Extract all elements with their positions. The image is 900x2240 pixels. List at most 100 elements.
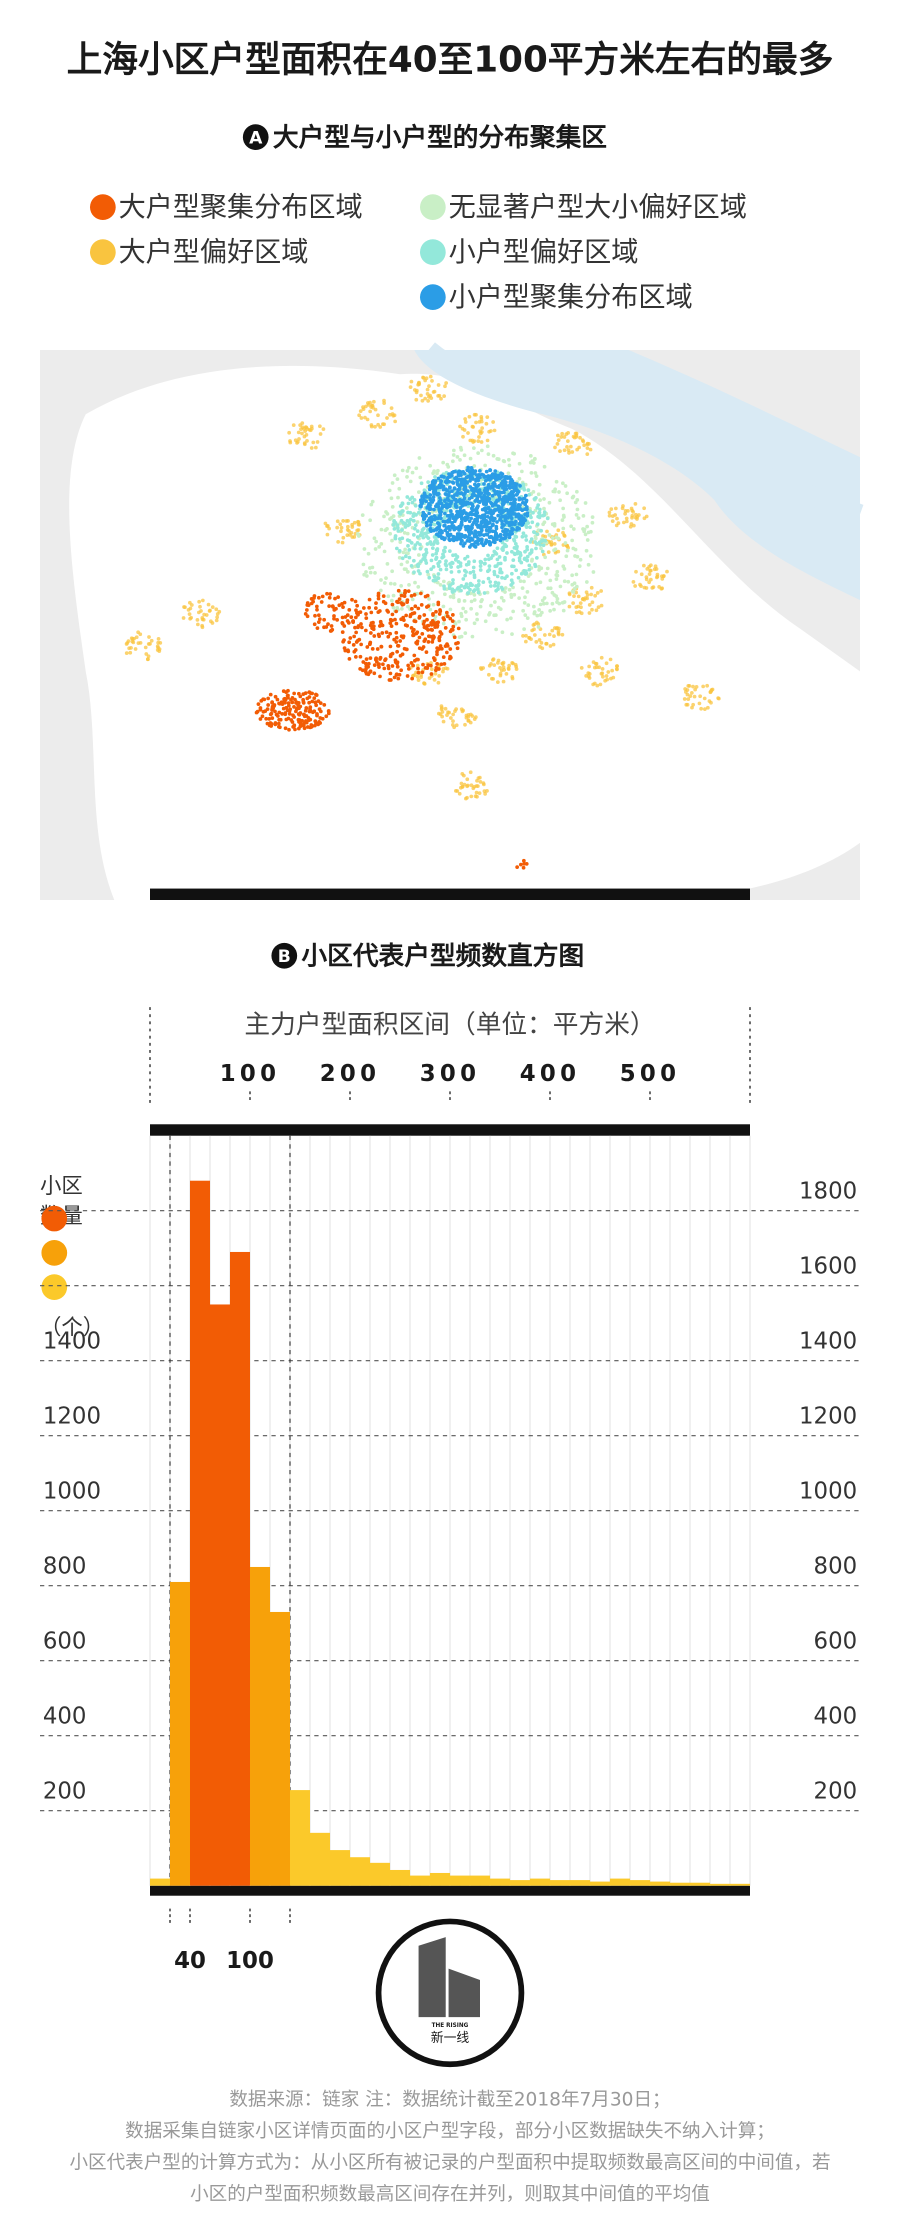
map-dot bbox=[478, 604, 483, 609]
map-dot bbox=[455, 515, 460, 519]
map-dot bbox=[286, 693, 290, 698]
map-dot bbox=[482, 482, 486, 486]
map-dot bbox=[370, 565, 375, 570]
map-dot bbox=[437, 638, 442, 643]
map-dot bbox=[414, 397, 419, 402]
map-dot bbox=[514, 542, 518, 546]
map-dot bbox=[488, 525, 493, 530]
map-dot bbox=[444, 563, 449, 568]
map-dot bbox=[127, 646, 131, 651]
map-dot bbox=[595, 683, 600, 688]
map-dot bbox=[599, 655, 604, 660]
map-dot bbox=[507, 535, 512, 540]
map-dot bbox=[560, 600, 565, 605]
map-dot bbox=[501, 598, 506, 603]
map-dot bbox=[200, 625, 205, 630]
map-dot bbox=[195, 618, 200, 622]
map-dot bbox=[215, 615, 219, 620]
y-tick-label: 800 bbox=[814, 1554, 858, 1580]
map-dot bbox=[422, 526, 426, 531]
map-dot bbox=[551, 642, 556, 647]
map-dot bbox=[327, 526, 331, 531]
map-dot bbox=[525, 590, 530, 594]
map-dot bbox=[188, 606, 193, 611]
map-dot bbox=[261, 697, 265, 702]
map-dot bbox=[537, 638, 542, 642]
map-dot bbox=[510, 661, 514, 665]
map-dot bbox=[499, 595, 504, 600]
map-dot bbox=[406, 604, 410, 609]
map-dot bbox=[483, 619, 488, 624]
map-dot bbox=[545, 566, 550, 571]
map-dot bbox=[444, 567, 449, 572]
map-dot bbox=[408, 517, 413, 522]
map-dot bbox=[469, 530, 474, 535]
map-dot bbox=[702, 696, 707, 701]
map-dot bbox=[473, 499, 478, 503]
map-dot bbox=[546, 550, 551, 554]
x-tick-label: 400 bbox=[520, 1061, 581, 1087]
map-dot bbox=[464, 617, 468, 622]
map-dot bbox=[392, 582, 397, 586]
map-dot bbox=[518, 579, 523, 583]
map-dot bbox=[539, 641, 544, 645]
map-dot bbox=[425, 605, 429, 609]
map-dot bbox=[479, 532, 483, 537]
map-dot bbox=[332, 616, 336, 621]
map-dot bbox=[446, 614, 450, 619]
map-dot bbox=[464, 582, 469, 586]
legend-dot bbox=[420, 194, 446, 220]
map-dot bbox=[444, 381, 448, 385]
map-dot bbox=[462, 599, 467, 603]
map-dot bbox=[460, 477, 465, 482]
map-dot bbox=[443, 545, 448, 550]
map-dot bbox=[364, 404, 368, 409]
map-dot bbox=[323, 521, 328, 526]
map-dot bbox=[466, 718, 471, 723]
map-dot bbox=[415, 630, 420, 635]
map-dot bbox=[552, 634, 556, 638]
map-dot bbox=[456, 490, 460, 495]
map-dot bbox=[684, 702, 689, 707]
map-dot bbox=[318, 617, 322, 621]
map-dot bbox=[497, 555, 502, 559]
map-dot bbox=[332, 608, 337, 612]
map-dot bbox=[353, 625, 357, 630]
map-dot bbox=[340, 540, 345, 545]
map-dot bbox=[587, 603, 592, 607]
map-dot bbox=[400, 468, 405, 473]
map-dot bbox=[519, 560, 524, 565]
map-dot bbox=[479, 667, 484, 671]
map-dot bbox=[517, 476, 522, 481]
map-dot bbox=[505, 574, 509, 579]
map-dot bbox=[549, 542, 554, 547]
map-dot bbox=[443, 626, 448, 630]
map-dot bbox=[417, 490, 421, 495]
map-dot bbox=[644, 575, 649, 579]
map-dot bbox=[431, 485, 436, 490]
map-dot bbox=[385, 527, 389, 531]
map-dot bbox=[427, 597, 431, 601]
map-dot bbox=[388, 412, 392, 417]
map-dot bbox=[325, 524, 329, 528]
map-dot bbox=[468, 456, 473, 461]
map-dot bbox=[581, 514, 586, 518]
map-dot bbox=[459, 634, 464, 639]
bar bbox=[290, 1790, 310, 1886]
map-dot bbox=[511, 527, 516, 532]
map-dot bbox=[534, 581, 539, 586]
map-dot bbox=[196, 622, 200, 627]
map-dot bbox=[490, 529, 495, 534]
map-dot bbox=[467, 560, 471, 564]
map-dot bbox=[594, 608, 599, 613]
map-dot bbox=[462, 471, 467, 476]
map-dot bbox=[438, 583, 443, 587]
map-dot bbox=[542, 464, 547, 469]
map-dot bbox=[411, 673, 416, 678]
map-dot bbox=[492, 508, 496, 513]
map-dot bbox=[436, 383, 441, 387]
map-dot bbox=[531, 623, 536, 627]
map-dot bbox=[297, 720, 301, 724]
map-dot bbox=[533, 457, 537, 462]
map-dot bbox=[527, 492, 532, 497]
